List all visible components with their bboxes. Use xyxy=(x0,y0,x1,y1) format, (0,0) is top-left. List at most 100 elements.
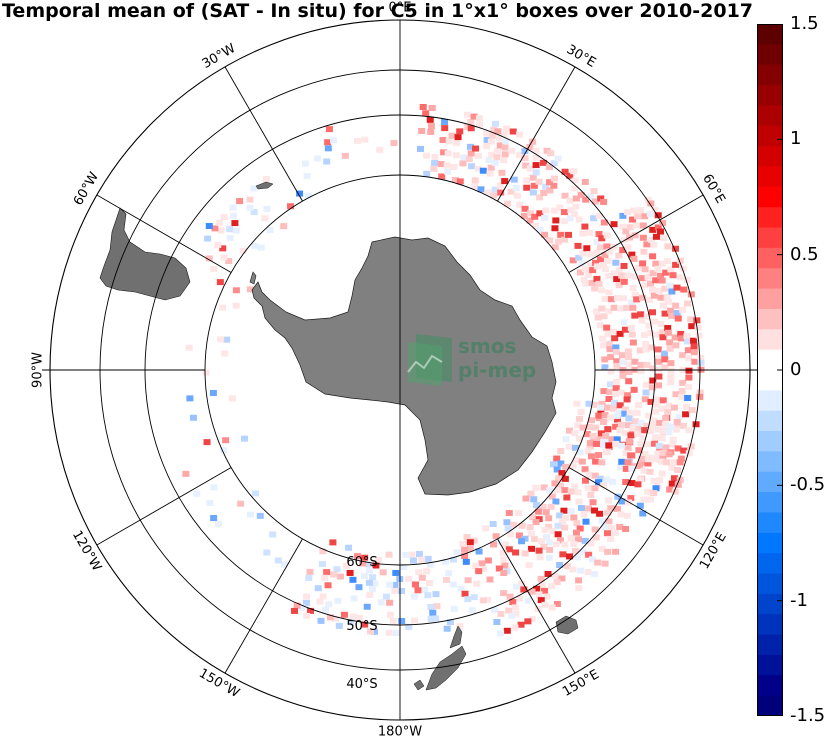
data-cell xyxy=(581,178,589,185)
longitude-label: 120°E xyxy=(697,530,730,572)
data-cell xyxy=(655,366,663,373)
data-cell xyxy=(546,187,554,194)
data-cell xyxy=(643,313,651,320)
data-cell xyxy=(639,510,647,517)
data-cell xyxy=(543,147,551,154)
longitude-label: 90°W xyxy=(31,352,46,388)
data-cell xyxy=(544,570,552,577)
data-cell xyxy=(304,192,312,199)
data-cell xyxy=(524,618,532,625)
data-cell xyxy=(236,198,244,205)
data-cell xyxy=(246,204,254,211)
data-cell xyxy=(428,104,436,111)
data-cell xyxy=(669,436,677,443)
data-cell xyxy=(410,617,418,624)
data-cell xyxy=(330,571,338,578)
data-cell xyxy=(479,597,487,604)
data-cell xyxy=(619,359,627,366)
data-cell xyxy=(536,210,544,217)
data-cell xyxy=(391,581,399,588)
data-cell xyxy=(614,493,622,500)
data-cell xyxy=(618,389,626,396)
latitude-label: 40°S xyxy=(346,677,377,692)
data-cell xyxy=(537,538,545,545)
data-cell xyxy=(667,266,675,273)
data-cell xyxy=(685,367,693,374)
data-cell xyxy=(370,628,378,635)
data-cell xyxy=(684,338,692,345)
data-cell xyxy=(659,334,667,341)
data-cell xyxy=(621,410,629,417)
meridian-line xyxy=(497,66,576,202)
data-cell xyxy=(479,167,487,174)
data-cell xyxy=(512,610,520,617)
data-cell xyxy=(250,185,258,192)
data-cell xyxy=(575,585,583,592)
colorbar-segment xyxy=(757,675,783,697)
new-zealand-islands xyxy=(413,679,425,691)
data-cell xyxy=(625,368,633,375)
data-cell xyxy=(647,496,655,503)
data-cell xyxy=(541,601,549,608)
data-cell xyxy=(540,543,548,550)
data-cell xyxy=(650,241,658,248)
data-cell xyxy=(246,286,254,293)
data-cell xyxy=(474,152,482,159)
data-cell xyxy=(409,557,417,564)
data-cell xyxy=(500,570,508,577)
data-cell xyxy=(569,257,577,264)
data-cell xyxy=(453,139,461,146)
data-cell xyxy=(570,541,578,548)
data-cell xyxy=(325,601,333,608)
data-cell xyxy=(634,213,642,220)
colorbar-segment xyxy=(757,125,783,147)
data-cell xyxy=(592,534,600,541)
colorbar-segment xyxy=(757,654,783,676)
colorbar-tick-label: -1.5 xyxy=(790,705,826,726)
tasmania-island xyxy=(555,615,579,635)
data-cell xyxy=(602,449,610,456)
data-cell xyxy=(624,244,632,251)
data-cell xyxy=(658,435,666,442)
data-cell xyxy=(683,333,691,340)
data-cell xyxy=(640,467,648,474)
data-cell xyxy=(651,207,659,214)
data-cell xyxy=(598,305,606,312)
data-cell xyxy=(576,525,584,532)
data-cell xyxy=(363,603,371,610)
data-cell xyxy=(574,422,582,429)
data-cell xyxy=(186,395,194,402)
data-cell xyxy=(651,434,659,441)
colorbar-segment xyxy=(757,512,783,534)
data-cell xyxy=(526,144,534,151)
data-cell xyxy=(535,547,543,554)
data-cell xyxy=(494,147,502,154)
data-cell xyxy=(639,434,647,441)
data-cell xyxy=(571,547,579,554)
data-cell xyxy=(658,329,666,336)
data-cell xyxy=(543,593,551,600)
data-cell xyxy=(557,460,565,467)
data-cell xyxy=(648,384,656,391)
data-cell xyxy=(634,264,642,271)
data-cell xyxy=(688,323,696,330)
data-cell xyxy=(615,409,623,416)
data-cell xyxy=(515,532,523,539)
data-cell xyxy=(349,613,357,620)
data-cell xyxy=(634,401,642,408)
data-cell xyxy=(613,294,621,301)
data-cell xyxy=(657,320,665,327)
data-cell xyxy=(622,479,630,486)
colorbar-segment xyxy=(757,207,783,229)
data-cell xyxy=(684,394,692,401)
data-cell xyxy=(280,223,288,230)
data-cell xyxy=(251,242,259,249)
data-cell xyxy=(472,562,480,569)
colorbar-segment xyxy=(757,268,783,290)
data-cell xyxy=(659,219,667,226)
latitude-labels: 60°S 50°S 40°S xyxy=(346,555,377,692)
data-cell xyxy=(546,487,554,494)
data-cell xyxy=(597,195,605,202)
data-cell xyxy=(612,390,620,397)
data-cell xyxy=(349,576,357,583)
